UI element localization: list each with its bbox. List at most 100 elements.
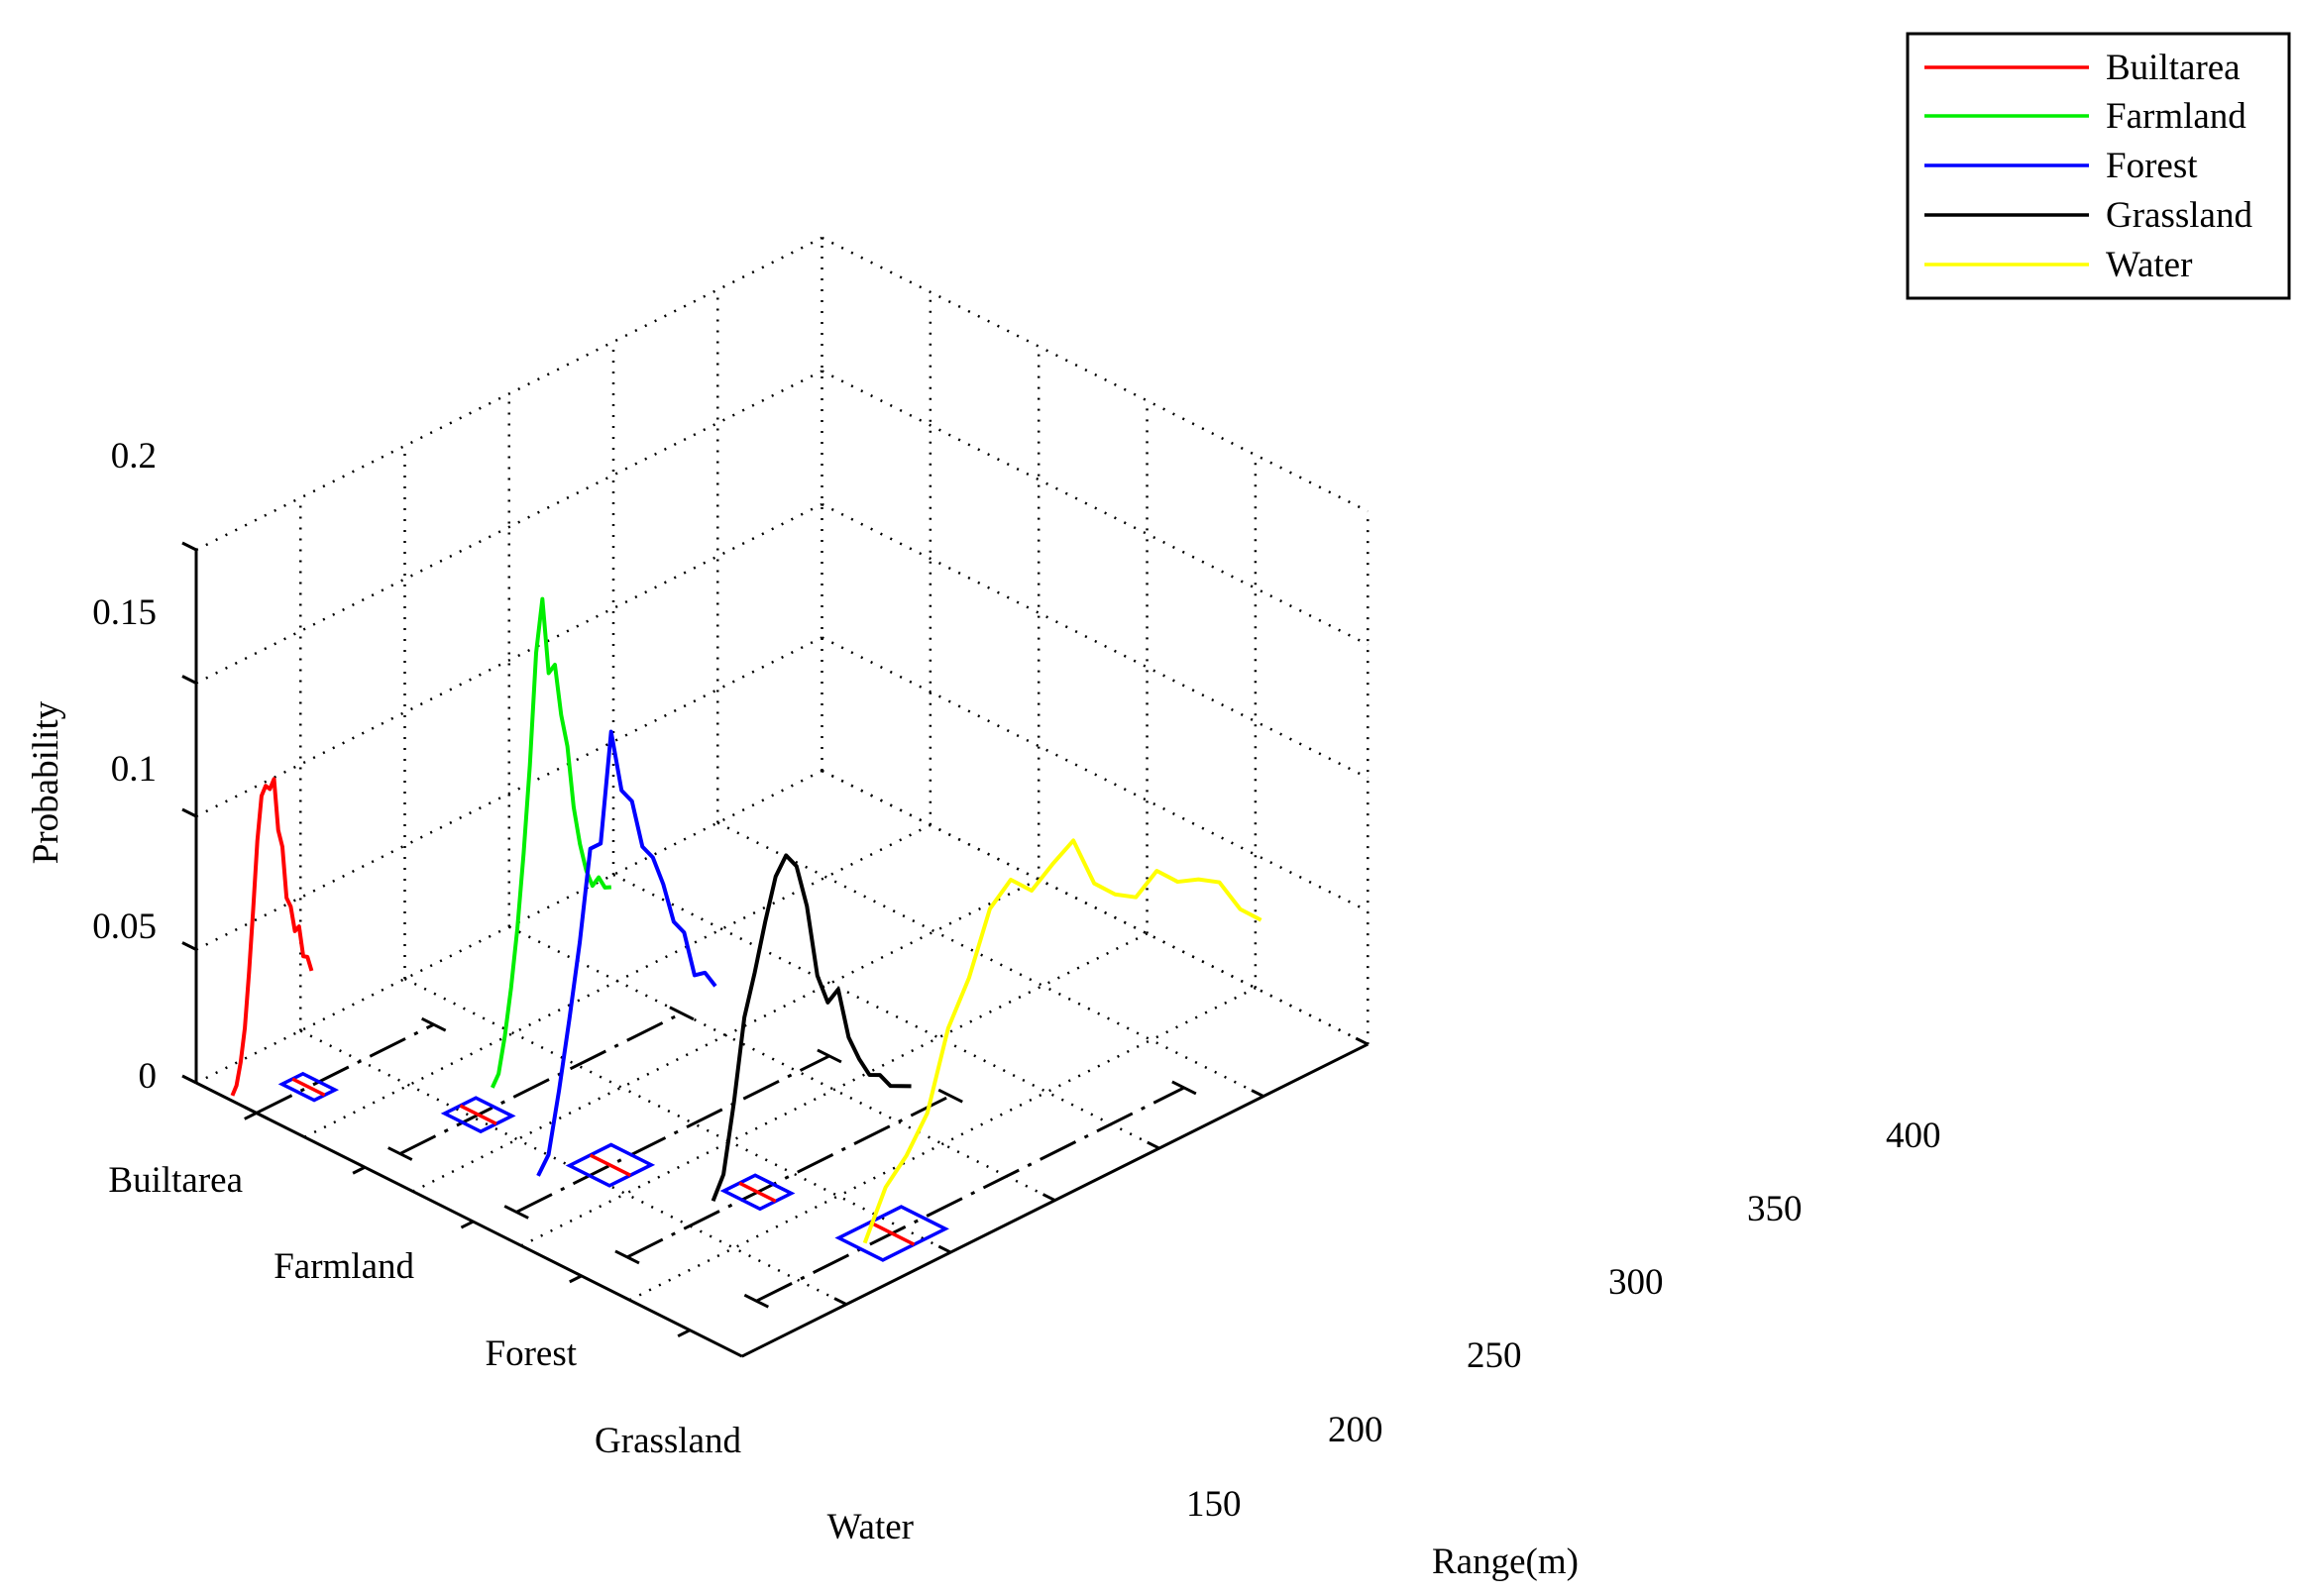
baseline-dashdot: [755, 1086, 1185, 1303]
series-line-builtarea: [230, 777, 314, 1097]
series-line-water: [862, 838, 1262, 1244]
series-line-farmland: [491, 596, 611, 1089]
x-tick-label: 350: [1747, 1189, 1803, 1229]
baseline-end-tick: [817, 1048, 842, 1064]
baseline-end-tick: [614, 1249, 640, 1265]
range-tick-mark: [1147, 1140, 1160, 1150]
range-box: [277, 1071, 340, 1103]
baseline-end-tick: [1171, 1080, 1197, 1096]
axes: [181, 541, 1369, 1358]
wall-grid-line: [195, 636, 823, 951]
series-lines: [230, 596, 1262, 1244]
baseline-end-tick: [743, 1293, 770, 1309]
legend-entry-forest: Forest: [1924, 146, 2198, 186]
z-tick-label: 0.15: [92, 592, 157, 633]
x-tick-label: 300: [1608, 1262, 1664, 1303]
x-tick-label: 250: [1467, 1335, 1522, 1376]
category-tick-mark: [569, 1274, 583, 1284]
range-tick-mark: [833, 1297, 847, 1306]
legend-label: Farmland: [2106, 96, 2246, 137]
median-marker: [869, 1221, 916, 1246]
category-label-forest: Forest: [486, 1333, 578, 1374]
baseline-dashdot: [626, 1094, 951, 1259]
floor-grid-line: [520, 932, 1149, 1247]
wall-grid-line: [821, 636, 1369, 912]
floor-grid-line: [508, 925, 1056, 1202]
wall-grid-line: [195, 502, 823, 818]
baseline-end-tick: [421, 1016, 447, 1032]
z-tick-label: 0.1: [111, 749, 157, 790]
x-tick-label: 200: [1328, 1410, 1383, 1450]
category-label-grassland: Grassland: [595, 1421, 741, 1461]
baseline-end-tick: [244, 1106, 270, 1120]
series-line-grassland: [711, 853, 912, 1202]
range-tick-mark: [937, 1244, 951, 1254]
z-tick-mark: [181, 941, 197, 951]
z-tick-label: 0: [139, 1056, 158, 1097]
category-tick-mark: [352, 1165, 366, 1175]
reference-markers: [244, 1006, 1197, 1309]
baseline-dashdot: [256, 1022, 435, 1115]
x-tick-label: 150: [1186, 1484, 1242, 1525]
floor-grid-line: [628, 987, 1257, 1302]
baseline-dashdot: [399, 1011, 683, 1155]
legend-label: Forest: [2106, 146, 2198, 186]
z-tick-mark: [181, 541, 197, 552]
median-marker: [459, 1104, 497, 1125]
wall-grid-line: [821, 769, 1369, 1046]
median-marker: [738, 1181, 777, 1203]
range-box: [834, 1205, 949, 1262]
range-tick-mark: [1251, 1089, 1264, 1098]
category-tick-mark: [244, 1112, 258, 1120]
floor-grid-line: [716, 821, 1264, 1098]
legend-entry-water: Water: [1924, 245, 2192, 285]
legend-label: Grassland: [2106, 195, 2252, 236]
baseline-end-tick: [503, 1205, 529, 1220]
z-tick-mark: [181, 675, 197, 685]
range-box: [440, 1096, 516, 1134]
floor-grid-line: [612, 873, 1160, 1150]
legend-label: Builtarea: [2106, 48, 2241, 88]
category-tick-mark: [677, 1329, 691, 1338]
category-axis-line: [195, 1081, 743, 1358]
wall-grid-line: [821, 502, 1369, 780]
category-label-builtarea: Builtarea: [108, 1160, 243, 1201]
median-marker: [291, 1077, 326, 1097]
baseline-dashdot: [515, 1054, 830, 1214]
wall-grid-line: [195, 769, 823, 1085]
legend: Builtarea Farmland Forest Grassland Wate…: [1906, 32, 2291, 300]
floor-grid-line: [412, 878, 1040, 1193]
range-box: [565, 1142, 656, 1188]
wall-grid-line: [195, 370, 823, 685]
baseline-end-tick: [669, 1006, 695, 1021]
range-box: [719, 1173, 796, 1212]
x-tick-label: 400: [1886, 1116, 1941, 1156]
wall-grid-line: [821, 370, 1369, 646]
z-tick-label: 0.2: [111, 436, 157, 477]
floor-grid-line: [303, 823, 931, 1138]
z-tick-mark: [181, 807, 197, 818]
wall-grid-line: [821, 236, 1369, 513]
range-tick-mark: [1355, 1036, 1369, 1046]
median-marker: [589, 1153, 631, 1177]
x-axis-title: Range(m): [1432, 1542, 1579, 1582]
z-axis-title: Probability: [26, 700, 66, 864]
category-label-farmland: Farmland: [274, 1246, 414, 1287]
category-axis-labels: Builtarea Farmland Forest Grassland Wate…: [108, 1160, 914, 1547]
floor-grid-line: [403, 977, 951, 1254]
category-label-water: Water: [827, 1507, 914, 1547]
legend-entry-farmland: Farmland: [1924, 96, 2246, 137]
baseline-end-tick: [937, 1088, 963, 1104]
baseline-end-tick: [387, 1146, 413, 1161]
range-tick-mark: [1041, 1193, 1056, 1202]
z-tick-label: 0.05: [92, 906, 157, 947]
series-line-forest: [536, 729, 717, 1177]
wall-grid-line: [195, 236, 823, 552]
category-tick-mark: [460, 1220, 475, 1229]
z-tick-mark: [181, 1074, 197, 1085]
legend-entry-builtarea: Builtarea: [1924, 48, 2241, 88]
x-tick-labels: 150 200 250 300 350 400: [1186, 1116, 1941, 1525]
legend-entry-grassland: Grassland: [1924, 195, 2252, 236]
legend-label: Water: [2106, 245, 2192, 285]
